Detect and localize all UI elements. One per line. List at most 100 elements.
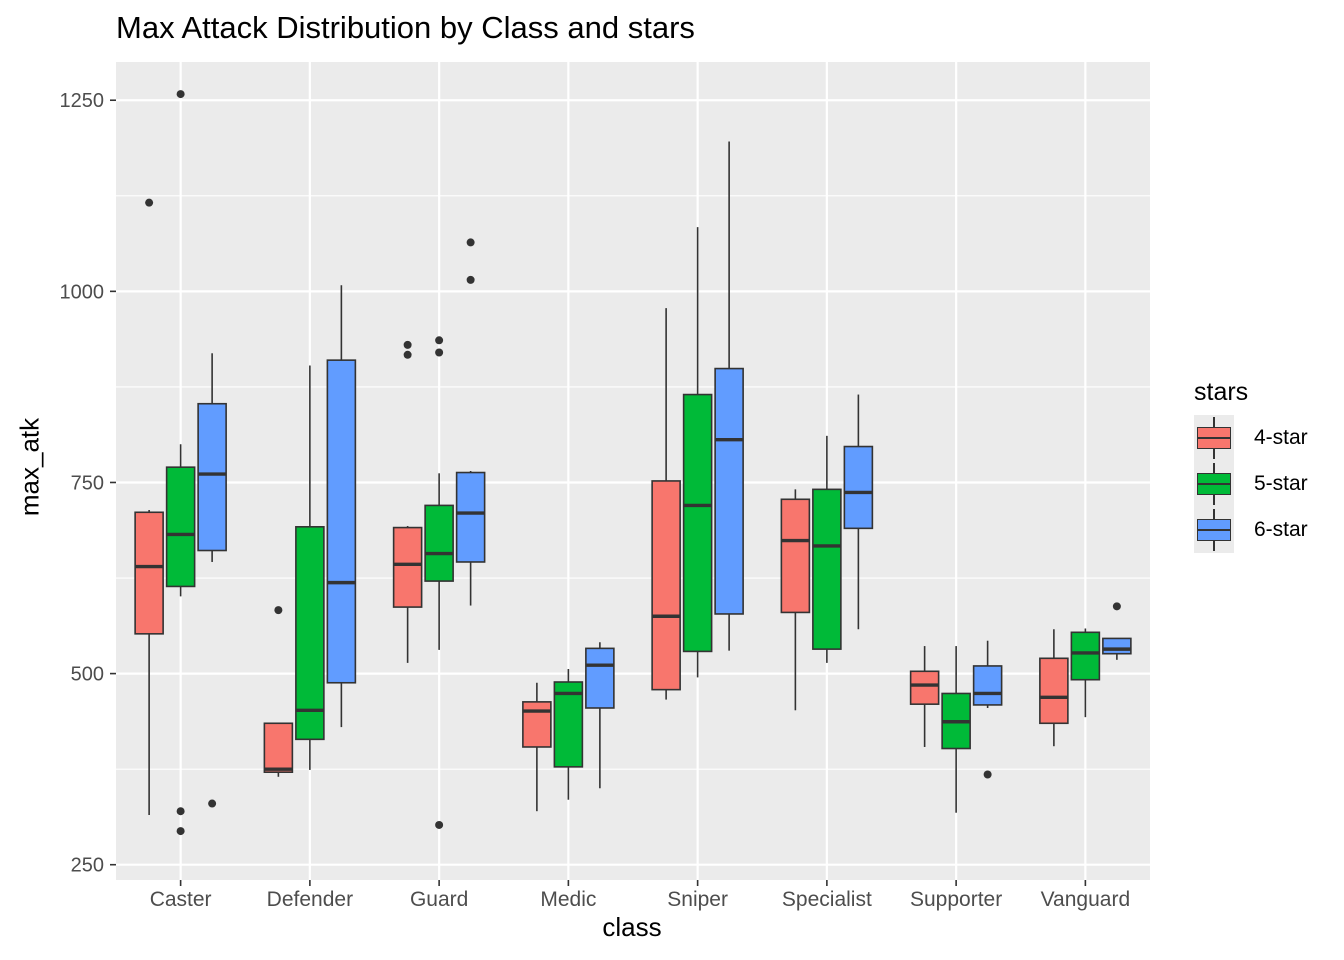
box-body xyxy=(295,526,325,741)
legend-label: 4-star xyxy=(1254,426,1308,449)
legend-key xyxy=(1194,415,1234,461)
outlier-point xyxy=(208,799,217,808)
box-4-star-Defender xyxy=(263,606,294,777)
outlier-point xyxy=(466,275,475,284)
outlier-point xyxy=(403,340,412,349)
legend-swatch xyxy=(1197,519,1231,541)
box-6-star-Caster xyxy=(197,353,227,808)
outlier-point xyxy=(435,336,444,345)
outlier-point xyxy=(176,807,185,816)
legend-item: 4-star xyxy=(1194,415,1308,461)
box-5-star-Vanguard xyxy=(1070,628,1101,718)
legend-label: 5-star xyxy=(1254,472,1308,495)
y-axis: 250 500 750 1000 1250 xyxy=(60,90,116,877)
box-body xyxy=(651,480,681,691)
x-tick-label: Caster xyxy=(150,888,212,911)
box-6-star-Supporter xyxy=(972,640,1003,779)
x-tick-label: Vanguard xyxy=(1041,888,1131,911)
outlier-point xyxy=(176,90,185,99)
legend-key xyxy=(1194,461,1234,507)
x-tick-label: Guard xyxy=(410,888,468,911)
legend-swatch xyxy=(1197,427,1231,449)
box-4-star-Vanguard xyxy=(1039,629,1069,747)
legend-item: 5-star xyxy=(1194,461,1308,507)
outlier-point xyxy=(1112,602,1121,611)
x-tick-label: Medic xyxy=(540,888,596,911)
y-axis-title: max_atk xyxy=(14,417,45,517)
box-4-star-Sniper xyxy=(651,308,681,700)
outlier-point xyxy=(274,606,283,615)
box-body xyxy=(714,367,744,615)
box-6-star-Medic xyxy=(585,642,615,789)
box-body xyxy=(909,670,940,705)
outlier-point xyxy=(435,348,444,357)
x-tick-label: Supporter xyxy=(910,888,1002,911)
legend: stars 4-star 5-star 6-star xyxy=(1194,378,1308,553)
box-6-star-Vanguard xyxy=(1102,602,1132,660)
box-6-star-Sniper xyxy=(714,141,744,651)
box-body xyxy=(392,526,423,608)
box-body xyxy=(455,471,486,563)
box-5-star-Specialist xyxy=(812,435,842,663)
box-6-star-Guard xyxy=(455,238,486,606)
box-4-star-Caster xyxy=(134,198,164,816)
box-4-star-Specialist xyxy=(780,489,811,711)
x-tick-label: Defender xyxy=(267,888,353,911)
x-axis: Caster Defender Guard Medic Sniper Specialist… xyxy=(150,880,1130,911)
outlier-point xyxy=(145,198,154,207)
box-4-star-Supporter xyxy=(909,646,940,747)
series-4-star xyxy=(134,198,1069,816)
box-body xyxy=(326,359,357,684)
box-body xyxy=(424,504,454,582)
box-body xyxy=(780,498,811,614)
outlier-point xyxy=(983,770,992,779)
box-body xyxy=(682,393,713,653)
box-body xyxy=(972,665,1003,706)
x-tick-label: Specialist xyxy=(782,888,872,911)
box-body xyxy=(522,701,552,748)
legend-items: 4-star 5-star 6-star xyxy=(1194,415,1308,553)
series-6-star xyxy=(197,141,1132,808)
box-body xyxy=(134,511,164,635)
box-body xyxy=(1070,631,1101,681)
outlier-point xyxy=(435,820,444,829)
box-body xyxy=(585,647,615,709)
x-axis-title: class xyxy=(602,912,662,942)
chart-title: Max Attack Distribution by Class and sta… xyxy=(116,10,695,45)
box-body xyxy=(197,402,227,552)
series-5-star xyxy=(165,90,1101,836)
box-series-layer xyxy=(134,90,1132,836)
box-body xyxy=(553,681,584,768)
box-body xyxy=(812,488,842,650)
box-body xyxy=(1102,637,1132,655)
x-tick-label: Sniper xyxy=(667,888,728,911)
box-body xyxy=(165,466,196,588)
legend-swatch xyxy=(1197,473,1231,495)
y-tick-label: 250 xyxy=(71,855,104,877)
box-5-star-Defender xyxy=(295,365,325,770)
box-5-star-Supporter xyxy=(941,646,971,813)
legend-item: 6-star xyxy=(1194,507,1308,553)
y-tick-label: 1250 xyxy=(60,90,105,112)
y-tick-label: 750 xyxy=(71,472,104,494)
legend-key xyxy=(1194,507,1234,553)
box-5-star-Caster xyxy=(165,90,196,836)
y-tick-label: 500 xyxy=(71,664,104,686)
legend-label: 6-star xyxy=(1254,518,1308,541)
box-4-star-Guard xyxy=(392,340,423,663)
box-5-star-Medic xyxy=(553,669,584,800)
box-body xyxy=(843,445,874,530)
y-tick-label: 1000 xyxy=(60,281,105,303)
box-5-star-Sniper xyxy=(682,227,713,678)
outlier-point xyxy=(466,238,475,247)
box-4-star-Medic xyxy=(522,682,552,812)
box-6-star-Specialist xyxy=(843,394,874,630)
outlier-point xyxy=(403,350,412,359)
box-6-star-Defender xyxy=(326,285,357,728)
outlier-point xyxy=(176,827,185,836)
box-body xyxy=(1039,657,1069,725)
box-5-star-Guard xyxy=(424,336,454,829)
box-body xyxy=(263,722,294,774)
legend-title: stars xyxy=(1194,378,1249,406)
